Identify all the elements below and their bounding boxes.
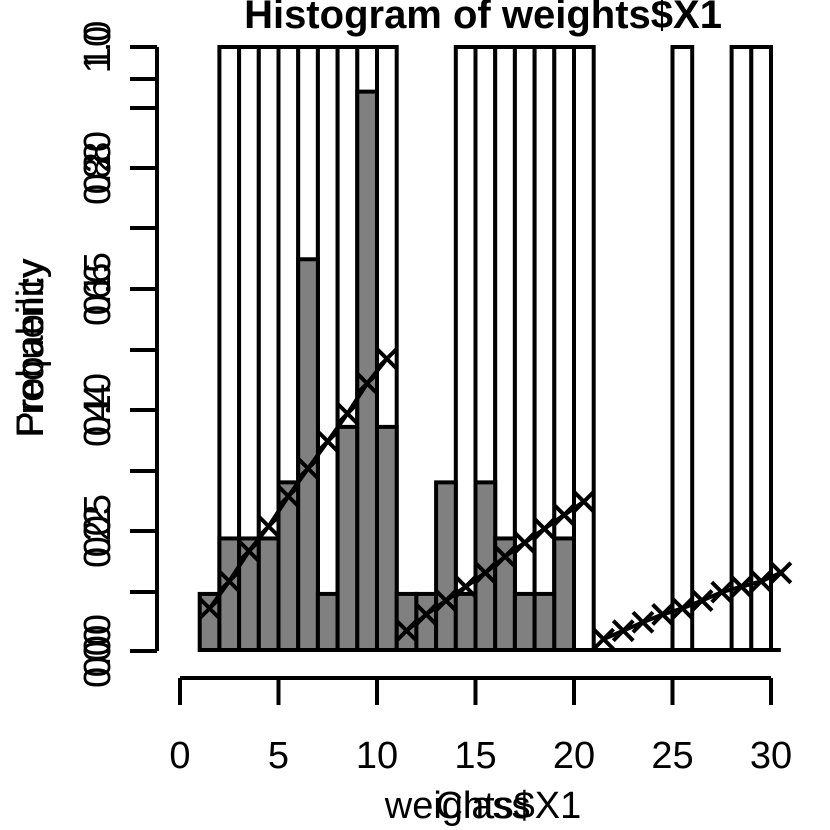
cumulative-point <box>552 503 576 527</box>
y-tick-label: 10 <box>77 26 119 68</box>
cumulative-point <box>513 531 537 555</box>
x-tick-label: 0 <box>169 735 190 777</box>
cumulative-point <box>710 580 734 604</box>
x-tick-label: 20 <box>553 735 595 777</box>
cumulative-point <box>572 490 596 514</box>
cumulative-point <box>414 603 438 626</box>
cumulative-points-layer <box>198 347 793 651</box>
cumulative-point <box>631 610 655 634</box>
y-tick-label: 0.00 <box>77 614 119 688</box>
histogram-bar <box>512 591 537 653</box>
histogram-bar <box>434 480 458 652</box>
cumulative-point <box>611 619 635 643</box>
histogram-bar <box>217 536 242 653</box>
outline-bar <box>453 45 478 652</box>
y-tick-label: 0.8 <box>77 142 119 195</box>
cumulative-point <box>336 402 359 426</box>
cumulative-point <box>296 457 320 480</box>
cumulative-point <box>276 484 300 508</box>
cumulative-point <box>473 561 497 585</box>
cumulative-point <box>493 545 517 568</box>
x-axis-label: Class <box>435 785 530 827</box>
cumulative-point <box>257 514 281 538</box>
y-tick-label: 4 <box>77 399 119 420</box>
y-tick-label: 1.0 <box>77 21 119 74</box>
cumulative-point <box>651 603 675 626</box>
histogram-bar <box>552 536 576 653</box>
y-tick-label: 0.6 <box>77 263 119 316</box>
cumulative-point <box>375 347 399 371</box>
cumulative-point <box>395 619 418 643</box>
y-tick-label: 0.10 <box>77 373 119 447</box>
y-tick-label: 0.2 <box>77 505 119 558</box>
y-tick-label: 8 <box>77 157 119 178</box>
cumulative-line <box>207 357 389 610</box>
y-tick-label: 0.4 <box>77 384 119 437</box>
cumulative-line <box>602 570 782 641</box>
y-axis-label: Frequency <box>10 258 52 438</box>
cumulative-point <box>454 575 478 599</box>
cumulative-point <box>769 561 793 585</box>
histogram-bar <box>532 591 557 653</box>
outline-bar <box>749 45 773 652</box>
histogram-bar <box>355 89 379 652</box>
cumulative-point <box>316 429 340 453</box>
cumulative-point <box>434 589 458 612</box>
outline-bar <box>532 45 557 652</box>
x-tick-label: 15 <box>454 735 496 777</box>
histogram-bar <box>296 257 320 652</box>
cumulative-point <box>730 575 753 599</box>
outline-bar <box>729 45 754 652</box>
cumulative-point <box>749 569 773 593</box>
cumulative-point <box>690 589 714 612</box>
x-tick-label: 10 <box>356 735 398 777</box>
histogram-bar <box>256 536 281 653</box>
cumulative-point <box>198 596 221 620</box>
cumulative-point <box>592 627 615 651</box>
outline-bar <box>512 45 537 652</box>
cumulative-point <box>217 569 241 593</box>
x-tick-label: 5 <box>268 735 289 777</box>
histogram-bar <box>315 591 340 653</box>
y-tick-label: 2 <box>77 520 119 541</box>
chart-title: Histogram of weights$X1 <box>244 0 722 37</box>
y-tick-label: 6 <box>77 278 119 299</box>
y-tick-label: 0.20 <box>77 131 119 205</box>
labels-layer: Histogram of weights$X10 5 10 15 20 25 30weigh… <box>10 0 792 827</box>
y-axis-label: Probability <box>10 259 52 436</box>
x-tick-label: 25 <box>651 735 693 777</box>
cumulative-point <box>533 517 556 541</box>
histogram-bar <box>335 424 360 653</box>
histogram-bar <box>453 591 478 653</box>
outline-bar <box>670 45 695 652</box>
histogram-bar <box>375 424 399 653</box>
cumulative-point <box>237 539 261 563</box>
y-tick-label: 0 <box>77 640 119 661</box>
y-tick-label: 0.0 <box>77 625 119 678</box>
x-axis-label: weights$X1 <box>384 785 581 827</box>
y-tick-label: 0.15 <box>77 252 119 326</box>
histogram-bars-layer <box>197 89 781 653</box>
x-tick-label: 30 <box>750 735 792 777</box>
axes-layer <box>130 45 773 705</box>
outline-bar <box>315 45 340 652</box>
outline-bar <box>572 45 596 652</box>
y-tick-label: 0.05 <box>77 494 119 568</box>
cumulative-point <box>355 372 379 395</box>
cumulative-point <box>670 596 694 620</box>
